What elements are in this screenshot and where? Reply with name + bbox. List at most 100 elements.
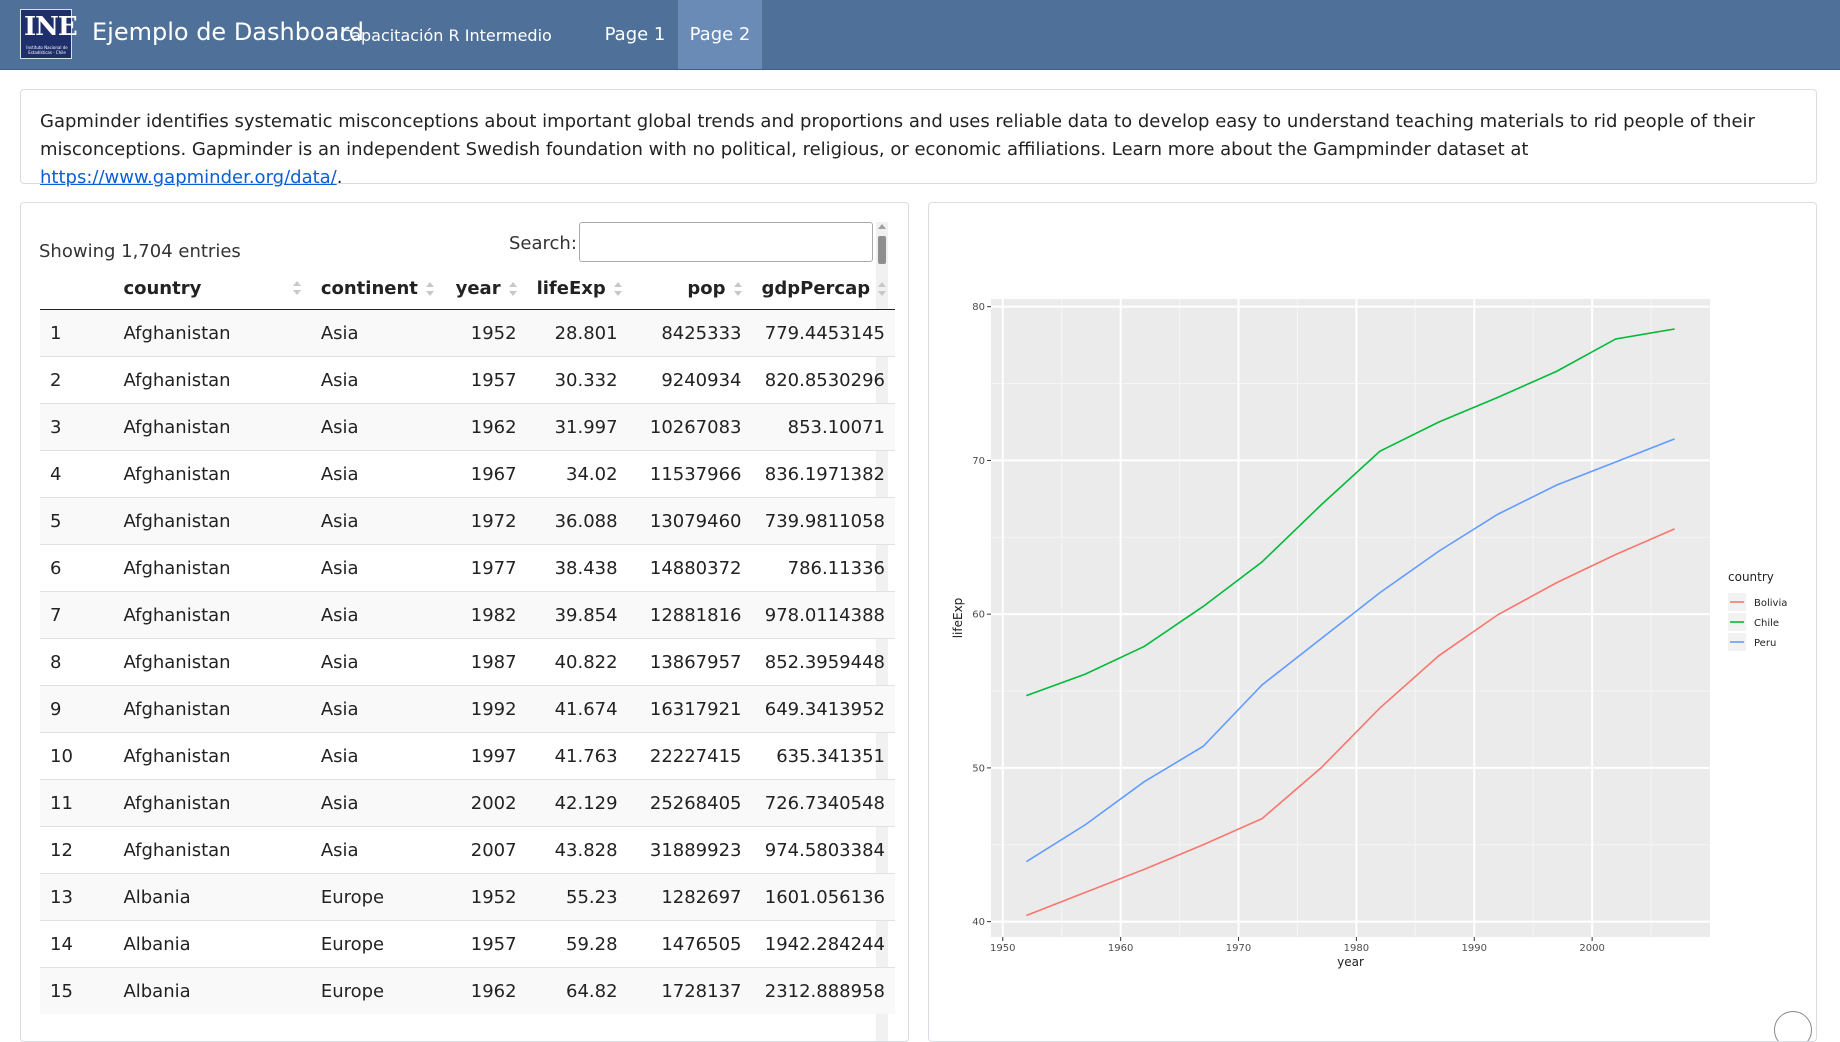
table-row[interactable]: 14 Albania Europe 1957 59.28 1476505 1942.2842…	[40, 920, 895, 968]
legend-title: country	[1728, 570, 1774, 584]
column-header-rownames[interactable]	[40, 267, 114, 310]
pop-cell: 9240934	[627, 356, 752, 404]
table-row[interactable]: 10 Afghanistan Asia 1997 41.763 22227415 635.3…	[40, 732, 895, 780]
table-row[interactable]: 13 Albania Europe 1952 55.23 1282697 1601.0561…	[40, 873, 895, 921]
lifeexp-cell: 28.801	[526, 309, 628, 357]
year-cell: 1952	[433, 873, 527, 921]
lifeexp-cell: 59.28	[526, 920, 628, 968]
column-header-pop[interactable]: pop	[627, 267, 752, 310]
country-cell: Afghanistan	[113, 732, 311, 780]
gdppercap-cell: 779.4453145	[751, 309, 895, 357]
tab-page-2[interactable]: Page 2	[678, 0, 762, 69]
row-index: 9	[40, 685, 114, 733]
row-index: 13	[40, 873, 114, 921]
legend-label-chile: Chile	[1754, 618, 1779, 629]
lifeexp-cell: 55.23	[526, 873, 628, 921]
pop-cell: 14880372	[627, 544, 752, 592]
country-cell: Afghanistan	[113, 638, 311, 686]
lifeexp-cell: 36.088	[526, 497, 628, 545]
table-row[interactable]: 11 Afghanistan Asia 2002 42.129 25268405 726.7…	[40, 779, 895, 827]
pop-cell: 10267083	[627, 403, 752, 451]
continent-cell: Asia	[310, 544, 434, 592]
table-row[interactable]: 8 Afghanistan Asia 1987 40.822 13867957 852.39…	[40, 638, 895, 686]
scroll-up-arrow-icon[interactable]	[878, 224, 886, 229]
year-cell: 2007	[433, 826, 527, 874]
continent-cell: Europe	[310, 920, 434, 968]
table-header-row: country continent year lifeExp pop gdpPe…	[40, 267, 895, 310]
table-row[interactable]: 3 Afghanistan Asia 1962 31.997 10267083 853.10…	[40, 403, 895, 451]
country-cell: Afghanistan	[113, 356, 311, 404]
table-body: 1 Afghanistan Asia 1952 28.801 8425333 779.445…	[40, 309, 895, 1014]
gdppercap-cell: 739.9811058	[751, 497, 895, 545]
row-index: 6	[40, 544, 114, 592]
tab-page-1[interactable]: Page 1	[604, 24, 666, 45]
gdppercap-cell: 974.5803384	[751, 826, 895, 874]
column-header-continent[interactable]: continent	[310, 267, 434, 310]
table-row[interactable]: 12 Afghanistan Asia 2007 43.828 31889923 974.5…	[40, 826, 895, 874]
series-line-chile	[1026, 328, 1675, 697]
row-index: 10	[40, 732, 114, 780]
pop-cell: 13079460	[627, 497, 752, 545]
ine-logo[interactable]: INE Instituto Nacional de Estadísticas ·…	[20, 9, 78, 59]
table-row[interactable]: 7 Afghanistan Asia 1982 39.854 12881816 978.01…	[40, 591, 895, 639]
search-label: Search:	[509, 233, 577, 254]
table-card: Showing 1,704 entries Search: country co…	[20, 202, 909, 1042]
column-header-year[interactable]: year	[433, 267, 527, 310]
table-row[interactable]: 9 Afghanistan Asia 1992 41.674 16317921 649.34…	[40, 685, 895, 733]
table-row[interactable]: 4 Afghanistan Asia 1967 34.02 11537966 836.197…	[40, 450, 895, 498]
lifeexp-cell: 42.129	[526, 779, 628, 827]
search-input[interactable]	[579, 222, 873, 262]
gapminder-link[interactable]: https://www.gapminder.org/data/	[40, 167, 337, 188]
year-cell: 1982	[433, 591, 527, 639]
continent-cell: Asia	[310, 732, 434, 780]
scroll-thumb[interactable]	[878, 236, 886, 264]
year-cell: 1962	[433, 403, 527, 451]
year-cell: 1952	[433, 309, 527, 357]
country-cell: Albania	[113, 873, 311, 921]
pop-cell: 11537966	[627, 450, 752, 498]
continent-cell: Asia	[310, 779, 434, 827]
year-cell: 1987	[433, 638, 527, 686]
table-row[interactable]: 6 Afghanistan Asia 1977 38.438 14880372 786.11…	[40, 544, 895, 592]
table-row[interactable]: 5 Afghanistan Asia 1972 36.088 13079460 739.98…	[40, 497, 895, 545]
lifeexp-cell: 64.82	[526, 967, 628, 1014]
country-cell: Afghanistan	[113, 591, 311, 639]
column-header-country[interactable]: country	[113, 267, 311, 310]
logo-subtitle: Instituto Nacional de Estadísticas · Chi…	[26, 45, 68, 55]
pop-cell: 1728137	[627, 967, 752, 1014]
description-suffix: .	[336, 167, 343, 188]
sort-icon	[292, 281, 301, 295]
table-row[interactable]: 2 Afghanistan Asia 1957 30.332 9240934 820.853…	[40, 356, 895, 404]
pop-cell: 31889923	[627, 826, 752, 874]
country-cell: Albania	[113, 920, 311, 968]
row-index: 1	[40, 309, 114, 357]
row-index: 14	[40, 920, 114, 968]
chart-card: 1950 1960 1970 1980 1990 2000 40 50 60 70 80 year li…	[928, 202, 1817, 1042]
header-label: continent	[320, 277, 418, 299]
sort-icon	[613, 281, 622, 296]
row-index: 4	[40, 450, 114, 498]
x-tick-label: 2000	[1579, 943, 1604, 954]
table-row[interactable]: 15 Albania Europe 1962 64.82 1728137 2312.8889…	[40, 967, 895, 1014]
pop-cell: 13867957	[627, 638, 752, 686]
y-tick-label: 40	[972, 917, 985, 928]
year-cell: 1967	[433, 450, 527, 498]
series-line-peru	[1025, 438, 1675, 863]
y-tick-label: 50	[972, 763, 985, 774]
header-label: country	[123, 277, 202, 299]
country-cell: Afghanistan	[113, 497, 311, 545]
table-row[interactable]: 1 Afghanistan Asia 1952 28.801 8425333 779.445…	[40, 309, 895, 357]
column-header-lifeexp[interactable]: lifeExp	[526, 267, 628, 310]
gdppercap-cell: 635.341351	[751, 732, 895, 780]
y-tick-label: 70	[972, 456, 985, 467]
x-axis-title: year	[1337, 955, 1364, 969]
row-index: 12	[40, 826, 114, 874]
continent-cell: Asia	[310, 826, 434, 874]
pop-cell: 1476505	[627, 920, 752, 968]
app-title[interactable]: Ejemplo de Dashboard	[92, 18, 365, 46]
sort-icon	[425, 281, 434, 296]
navbar: INE Instituto Nacional de Estadísticas ·…	[0, 0, 1840, 70]
column-header-gdppercap[interactable]: gdpPercap	[751, 267, 895, 310]
year-cell: 1997	[433, 732, 527, 780]
sort-icon	[733, 281, 742, 296]
